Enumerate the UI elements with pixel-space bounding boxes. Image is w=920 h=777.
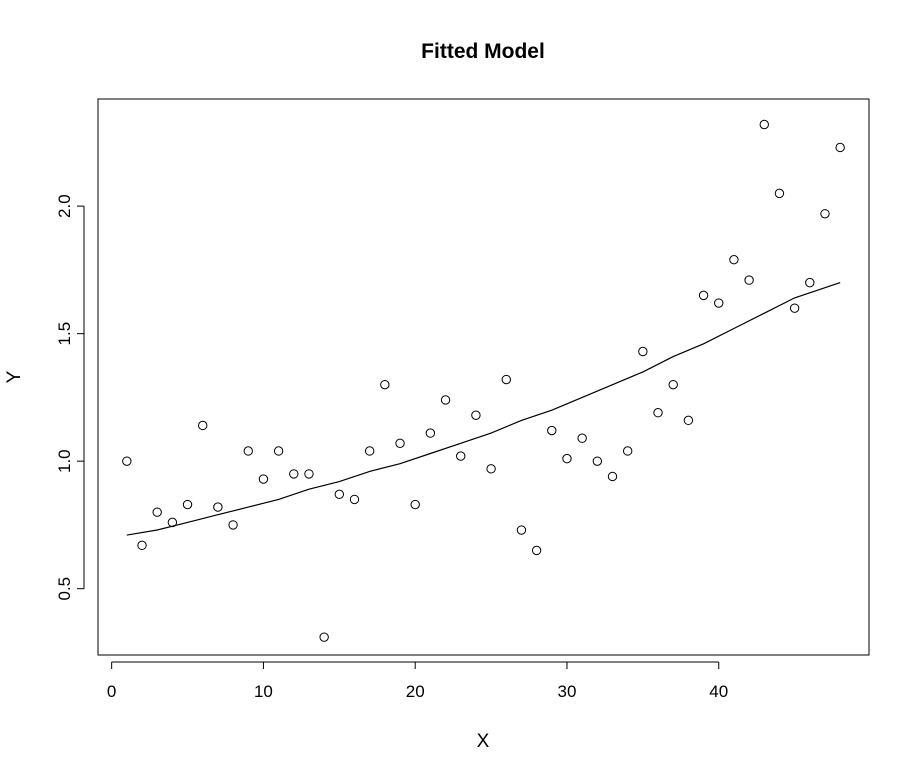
data-point bbox=[729, 254, 739, 265]
data-point bbox=[471, 410, 481, 420]
data-point bbox=[622, 446, 633, 456]
data-point bbox=[213, 502, 223, 512]
fit-line bbox=[126, 282, 841, 536]
data-point bbox=[152, 507, 162, 517]
data-point bbox=[683, 415, 694, 426]
data-point bbox=[258, 474, 269, 484]
data-point bbox=[759, 119, 769, 130]
x-tick-label: 40 bbox=[709, 682, 728, 701]
data-point bbox=[410, 499, 420, 510]
data-point bbox=[137, 540, 147, 551]
data-point bbox=[577, 433, 587, 443]
data-point bbox=[789, 303, 800, 313]
x-tick-label: 20 bbox=[406, 682, 425, 701]
data-point bbox=[380, 379, 390, 390]
data-point bbox=[562, 453, 572, 464]
data-point bbox=[592, 456, 603, 466]
data-point bbox=[805, 277, 815, 288]
data-point bbox=[516, 525, 527, 535]
data-point bbox=[289, 469, 299, 479]
data-point bbox=[167, 517, 178, 528]
data-point bbox=[122, 456, 132, 466]
y-tick-label: 0.5 bbox=[55, 577, 74, 601]
y-axis-label: Y bbox=[4, 370, 25, 383]
data-point bbox=[698, 290, 709, 301]
y-axis: 0.5 1.0 1.5 2.0 bbox=[55, 194, 85, 601]
data-point bbox=[607, 471, 618, 482]
fit-line-group bbox=[126, 282, 841, 536]
chart-title: Fitted Model bbox=[421, 40, 545, 63]
data-point bbox=[835, 142, 845, 153]
data-point bbox=[364, 446, 375, 456]
y-tick-label: 2.0 bbox=[55, 194, 74, 218]
data-point bbox=[243, 446, 253, 456]
data-point bbox=[304, 469, 314, 479]
data-point bbox=[349, 494, 360, 505]
plot-area-frame bbox=[97, 98, 870, 656]
data-point bbox=[334, 489, 345, 500]
data-point bbox=[547, 425, 557, 436]
x-axis-label: X bbox=[477, 731, 490, 752]
data-point bbox=[668, 379, 678, 390]
data-point bbox=[198, 420, 208, 431]
data-point bbox=[501, 374, 511, 385]
data-point bbox=[456, 451, 466, 461]
data-point bbox=[319, 632, 329, 642]
data-point bbox=[182, 499, 193, 510]
data-point bbox=[395, 438, 405, 449]
x-axis: 0 10 20 30 40 bbox=[107, 661, 728, 701]
data-point bbox=[440, 395, 451, 405]
data-point bbox=[774, 188, 785, 199]
data-point bbox=[744, 275, 754, 285]
y-tick-label: 1.0 bbox=[55, 449, 74, 473]
data-point bbox=[273, 446, 284, 456]
data-point bbox=[425, 428, 436, 438]
data-point bbox=[714, 298, 724, 308]
x-tick-label: 0 bbox=[107, 682, 116, 701]
data-points bbox=[122, 119, 845, 642]
data-point bbox=[486, 464, 496, 474]
data-point bbox=[638, 346, 648, 357]
data-point bbox=[653, 408, 663, 418]
data-point bbox=[531, 545, 542, 556]
data-point bbox=[228, 520, 238, 530]
data-point bbox=[820, 209, 830, 219]
y-tick-label: 1.5 bbox=[55, 322, 74, 346]
x-tick-label: 30 bbox=[558, 682, 577, 701]
x-tick-label: 10 bbox=[254, 682, 273, 701]
